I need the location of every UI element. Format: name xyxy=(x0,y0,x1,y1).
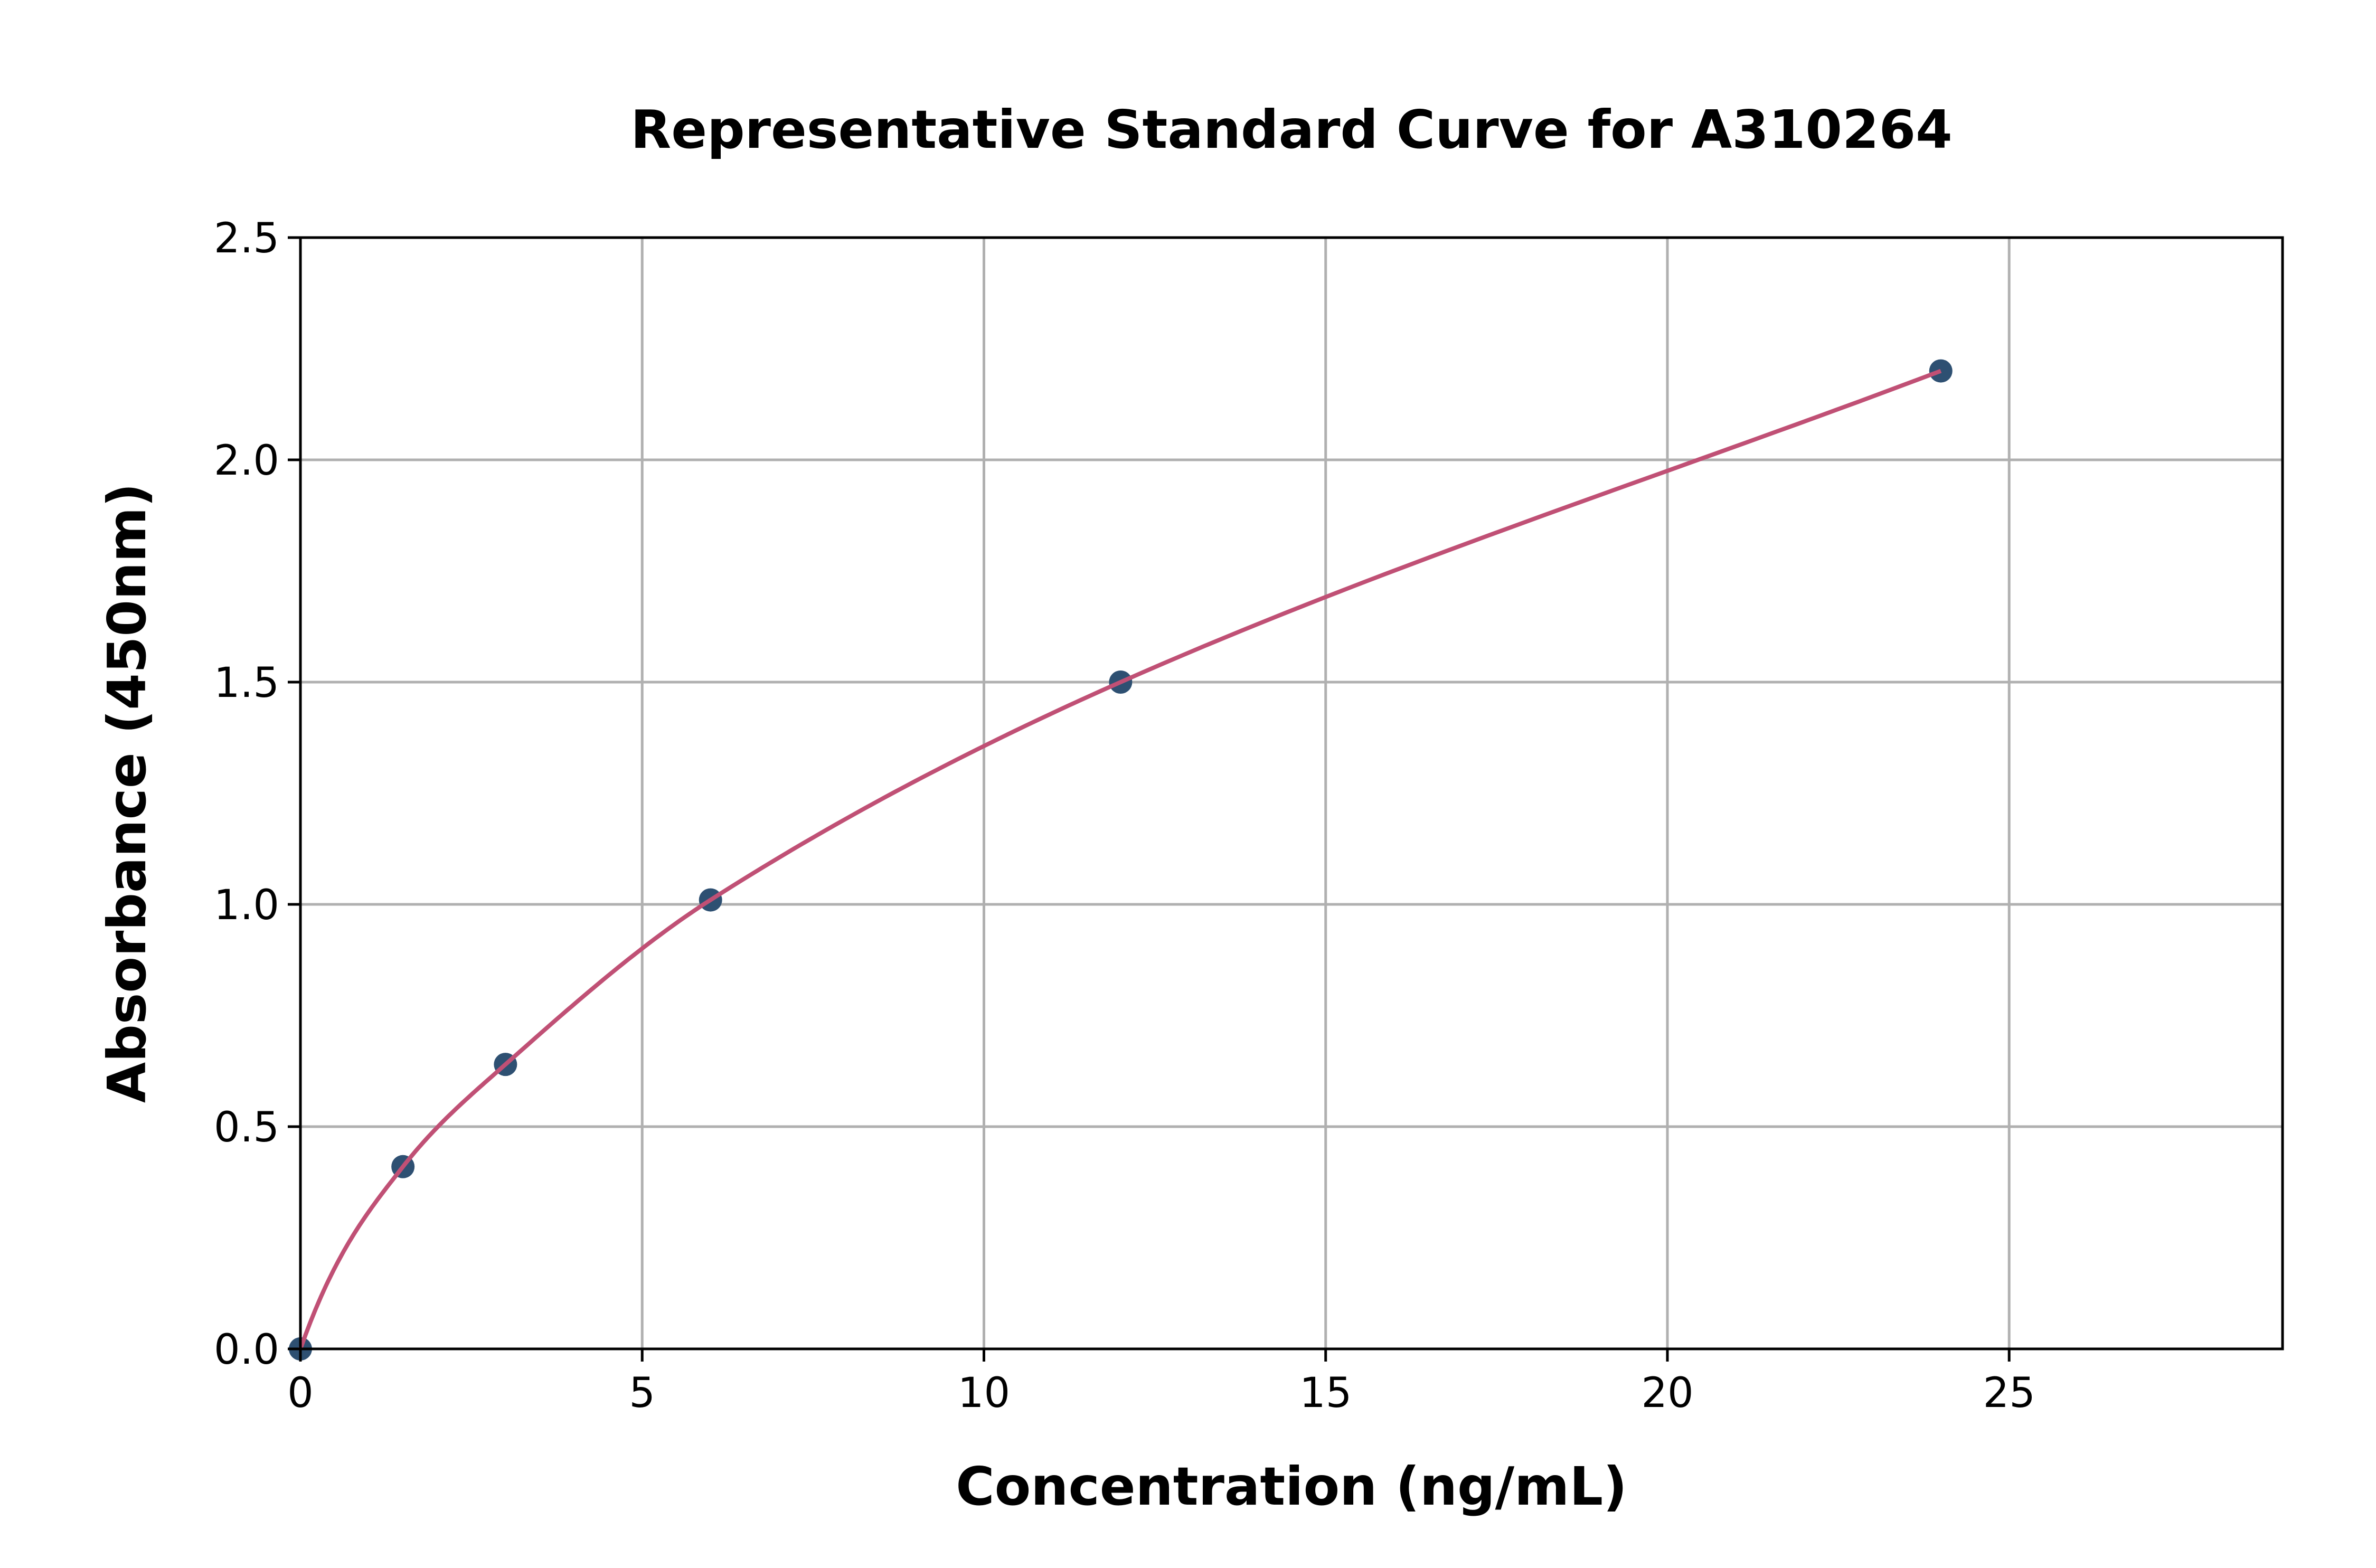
chart-title: Representative Standard Curve for A31026… xyxy=(630,99,1952,160)
grid xyxy=(299,236,2283,1350)
x-tick-label: 10 xyxy=(958,1369,1010,1417)
y-tick-label: 2.5 xyxy=(214,215,279,262)
x-tick-label: 20 xyxy=(1641,1369,1693,1417)
plot-frame xyxy=(299,236,2284,1350)
y-tick-label: 0.5 xyxy=(214,1104,279,1151)
x-tick-label: 15 xyxy=(1299,1369,1352,1417)
fit-curve xyxy=(298,369,1942,1350)
y-tick-label: 1.5 xyxy=(214,659,279,707)
x-tick-label: 0 xyxy=(287,1369,314,1417)
y-tick-label: 0.0 xyxy=(214,1326,279,1374)
ticks: 0 5 10 15 20 25 0.0 0.5 1.0 1.5 2.0 2.5 xyxy=(214,215,2035,1417)
y-tick-label: 1.0 xyxy=(214,882,279,929)
x-tick-label: 5 xyxy=(629,1369,655,1417)
x-axis-label: Concentration (ng/mL) xyxy=(956,1456,1627,1517)
y-tick-label: 2.0 xyxy=(214,437,279,485)
x-tick-label: 25 xyxy=(1983,1369,2035,1417)
data-points xyxy=(289,359,1953,1361)
y-axis-label: Absorbance (450nm) xyxy=(96,483,158,1103)
